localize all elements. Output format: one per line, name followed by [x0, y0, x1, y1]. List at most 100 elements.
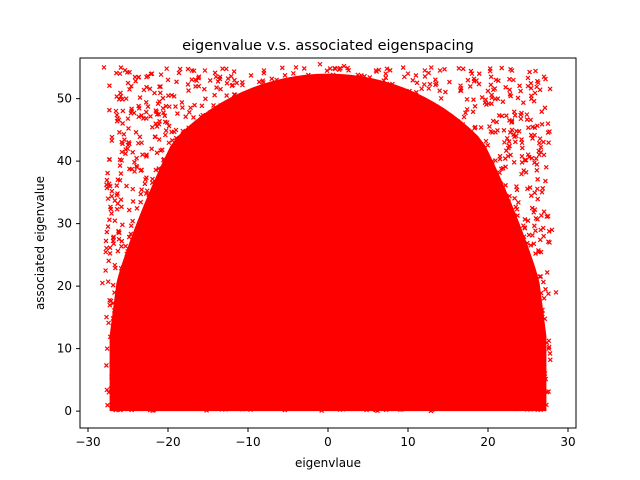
scatter-point [542, 105, 548, 111]
scatter-point [294, 330, 300, 335]
scatter-point [438, 309, 444, 314]
scatter-point [249, 393, 255, 399]
scatter-point [163, 370, 169, 376]
scatter-point [180, 178, 185, 184]
scatter-point [532, 90, 538, 96]
scatter-point [312, 275, 317, 281]
scatter-point [348, 214, 354, 220]
scatter-point [233, 337, 238, 343]
scatter-point [409, 172, 415, 178]
scatter-point [416, 296, 422, 302]
scatter-point [243, 249, 249, 255]
scatter-point [403, 296, 409, 302]
scatter-point [243, 354, 249, 360]
scatter-point [533, 215, 539, 221]
scatter-point [315, 172, 321, 178]
scatter-point [481, 237, 487, 243]
scatter-point [464, 141, 470, 147]
scatter-point [170, 367, 176, 373]
scatter-point [475, 182, 481, 188]
scatter-point [151, 337, 157, 343]
scatter-point [433, 401, 439, 407]
scatter-point [456, 208, 461, 214]
scatter-point [157, 325, 162, 331]
scatter-point [282, 72, 288, 78]
scatter-point [159, 192, 165, 198]
scatter-point [236, 316, 242, 321]
scatter-point [480, 292, 486, 298]
scatter-point [341, 214, 347, 220]
scatter-point [190, 288, 196, 294]
scatter-point [339, 321, 344, 327]
scatter-point [116, 358, 122, 364]
scatter-point [290, 144, 296, 150]
scatter-point [212, 70, 218, 76]
scatter-point [325, 372, 331, 378]
scatter-point [190, 357, 196, 363]
scatter-point [352, 390, 358, 396]
scatter-point [109, 362, 114, 367]
scatter-point [120, 121, 126, 126]
scatter-point [305, 109, 311, 115]
scatter-point [383, 407, 389, 413]
scatter-point [189, 68, 195, 73]
scatter-point [481, 212, 487, 218]
scatter-point [176, 285, 182, 291]
scatter-point [422, 245, 428, 250]
scatter-point [525, 390, 531, 396]
scatter-point [270, 321, 276, 327]
scatter-point [325, 158, 331, 163]
scatter-point [115, 248, 121, 254]
scatter-point [317, 271, 323, 277]
scatter-point [426, 326, 432, 332]
scatter-point [338, 235, 344, 241]
scatter-point [539, 121, 545, 127]
scatter-point [203, 289, 209, 295]
scatter-point [430, 198, 435, 204]
scatter-point [150, 188, 156, 194]
scatter-point [137, 95, 143, 100]
scatter-point [436, 114, 442, 120]
scatter-point [169, 373, 175, 379]
scatter-point [319, 281, 325, 287]
scatter-point [406, 216, 412, 222]
scatter-point [131, 359, 137, 365]
scatter-point [472, 103, 478, 109]
scatter-point [137, 134, 143, 140]
scatter-point [188, 192, 193, 198]
scatter-point [405, 71, 411, 77]
scatter-point [291, 127, 297, 133]
scatter-point [544, 214, 550, 220]
scatter-point [344, 299, 350, 305]
scatter-point [340, 160, 345, 166]
scatter-point [183, 114, 189, 120]
scatter-point [154, 301, 160, 306]
scatter-point [394, 303, 400, 309]
scatter-point [423, 387, 429, 393]
scatter-point [403, 111, 409, 117]
scatter-point [534, 167, 540, 173]
scatter-point [364, 104, 370, 110]
scatter-point [471, 356, 477, 362]
scatter-point [472, 375, 478, 381]
scatter-point [302, 369, 308, 375]
scatter-point [338, 103, 344, 109]
scatter-point [476, 402, 482, 408]
scatter-point [220, 133, 226, 139]
scatter-point [445, 164, 451, 170]
scatter-point [378, 207, 383, 213]
scatter-point [360, 382, 366, 388]
scatter-point [545, 291, 551, 297]
scatter-point [194, 157, 199, 163]
scatter-point [359, 252, 365, 258]
scatter-point [452, 390, 458, 395]
scatter-point [422, 68, 428, 73]
scatter-point [506, 355, 511, 360]
scatter-point [208, 364, 214, 370]
scatter-point [132, 388, 138, 394]
scatter-point [415, 105, 421, 111]
scatter-point [156, 355, 162, 361]
scatter-point [438, 131, 444, 136]
scatter-point [345, 127, 351, 132]
scatter-point [288, 311, 294, 317]
